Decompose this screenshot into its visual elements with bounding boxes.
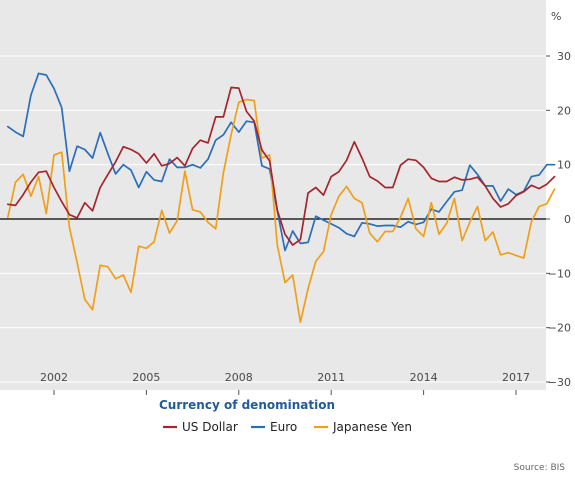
legend-label: US Dollar <box>182 420 238 434</box>
y-tick-label: 30 <box>557 50 571 63</box>
legend: US Dollar Euro Japanese Yen <box>163 420 412 434</box>
y-tick-label: −30 <box>548 376 571 389</box>
y-tick-label: 10 <box>557 159 571 172</box>
y-tick-label: 0 <box>564 213 571 226</box>
series-group <box>6 72 556 324</box>
x-tick-label: 2011 <box>317 371 345 384</box>
y-tick-label: 20 <box>557 104 571 117</box>
y-axis-unit: % <box>551 10 561 23</box>
legend-label: Euro <box>270 420 297 434</box>
series-line-euro <box>6 72 556 252</box>
x-tick-label: 2005 <box>132 371 160 384</box>
series-line-japanese-yen <box>6 98 556 324</box>
x-tick-label: 2014 <box>410 371 438 384</box>
grid <box>0 55 546 383</box>
legend-title: Currency of denomination <box>159 398 335 412</box>
x-axis: 2002 2005 2008 2011 2014 2017 <box>40 371 530 395</box>
legend-label: Japanese Yen <box>332 420 412 434</box>
x-tick-label: 2017 <box>502 371 530 384</box>
series-line-us-dollar <box>6 86 556 246</box>
y-tick-label: −20 <box>548 322 571 335</box>
x-tick-label: 2008 <box>225 371 253 384</box>
source-note: Source: BIS <box>514 463 566 473</box>
y-tick-label: −10 <box>548 267 571 280</box>
y-axis: 30 20 10 0 −10 −20 −30 <box>546 50 571 389</box>
x-tick-label: 2002 <box>40 371 68 384</box>
